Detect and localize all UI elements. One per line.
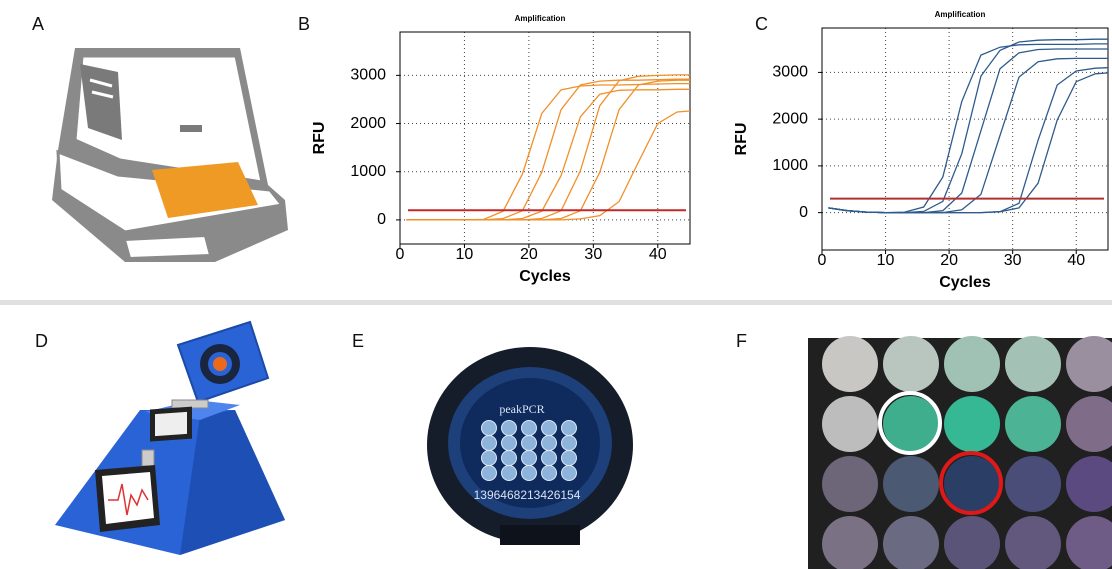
well xyxy=(522,466,537,481)
serial-text: 1396468213426154 xyxy=(474,488,581,502)
separator xyxy=(0,300,1112,305)
well xyxy=(542,421,557,436)
amplification-curve xyxy=(828,68,1108,213)
amplification-curve xyxy=(828,73,1108,213)
well xyxy=(502,451,517,466)
amplification-curve xyxy=(828,49,1108,213)
panel-label: A xyxy=(32,14,44,34)
panel-label: D xyxy=(35,331,48,351)
x-tick-label: 20 xyxy=(940,252,958,269)
plate-well xyxy=(883,336,939,392)
y-tick-label: 0 xyxy=(377,211,386,228)
well xyxy=(562,466,577,481)
y-tick-label: 3000 xyxy=(350,67,386,84)
well xyxy=(562,451,577,466)
pyramid-device-illustration xyxy=(55,322,285,555)
x-tick-label: 10 xyxy=(877,252,895,269)
x-tick-label: 20 xyxy=(520,246,538,263)
well xyxy=(522,451,537,466)
x-tick-label: 0 xyxy=(396,246,405,263)
chart: Amplification Cycles RFU 0 1000 2000 3000 0 10 20… xyxy=(311,14,690,285)
well xyxy=(542,466,557,481)
y-tick-label: 0 xyxy=(799,204,808,221)
amplification-curve xyxy=(828,58,1108,212)
well xyxy=(502,421,517,436)
well xyxy=(522,421,537,436)
well xyxy=(482,421,497,436)
x-tick-label: 30 xyxy=(1004,252,1022,269)
x-tick-label: 10 xyxy=(456,246,474,263)
well xyxy=(542,451,557,466)
well xyxy=(502,436,517,451)
well xyxy=(482,466,497,481)
figure: A B C D E F peak xyxy=(0,0,1112,569)
well xyxy=(562,421,577,436)
chart-title: Amplification xyxy=(935,10,986,19)
panel-label: C xyxy=(755,14,768,34)
x-axis-label: Cycles xyxy=(939,274,991,291)
y-axis-label: RFU xyxy=(311,122,328,155)
amplification-curve xyxy=(406,89,690,220)
y-tick-label: 1000 xyxy=(350,163,386,180)
instrument-illustration xyxy=(52,48,288,262)
well xyxy=(482,436,497,451)
y-tick-label: 1000 xyxy=(772,157,808,174)
well xyxy=(542,436,557,451)
panel-label: B xyxy=(298,14,310,34)
plot-frame xyxy=(400,32,690,244)
x-axis-label: Cycles xyxy=(519,268,571,285)
plate-well xyxy=(1005,336,1061,392)
panel-label: F xyxy=(736,331,747,351)
plate-well xyxy=(1005,456,1061,512)
well xyxy=(522,436,537,451)
y-tick-label: 3000 xyxy=(772,64,808,81)
plate-well xyxy=(944,336,1000,392)
amplification-curve xyxy=(828,39,1108,212)
amplification-curve xyxy=(406,111,690,220)
plate-well xyxy=(822,456,878,512)
panel-label: E xyxy=(352,331,364,351)
well xyxy=(482,451,497,466)
well-plate-photo xyxy=(808,336,1112,569)
y-axis-label: RFU xyxy=(733,123,750,156)
brand-text: peakPCR xyxy=(499,402,544,416)
x-tick-label: 0 xyxy=(818,252,827,269)
well xyxy=(562,436,577,451)
x-tick-label: 30 xyxy=(584,246,602,263)
well xyxy=(502,466,517,481)
cartridge-illustration xyxy=(427,347,633,545)
x-tick-label: 40 xyxy=(1067,252,1085,269)
plate-well xyxy=(883,456,939,512)
y-tick-label: 2000 xyxy=(350,115,386,132)
plate-well xyxy=(822,336,878,392)
plate-well xyxy=(822,396,878,452)
plate-well xyxy=(1005,396,1061,452)
chart-title: Amplification xyxy=(515,14,566,23)
x-tick-label: 40 xyxy=(649,246,667,263)
y-tick-label: 2000 xyxy=(772,110,808,127)
chart: Amplification Cycles RFU 0 1000 2000 3000 0 10 20… xyxy=(733,10,1108,291)
plate-well xyxy=(944,396,1000,452)
